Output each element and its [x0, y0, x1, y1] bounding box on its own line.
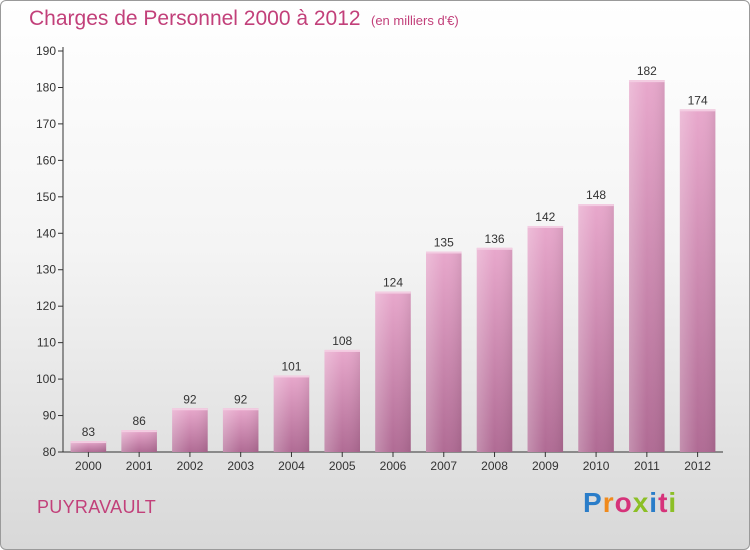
- bar-value-label: 136: [485, 232, 505, 246]
- chart-subtitle: (en milliers d'€): [371, 13, 459, 28]
- logo-letter: t: [658, 487, 669, 518]
- bar-value-label: 92: [183, 392, 197, 406]
- y-tick-label: 90: [43, 409, 57, 423]
- bar-value-label: 135: [434, 236, 454, 250]
- y-tick-label: 160: [36, 153, 56, 167]
- commune-name: PUYRAVAULT: [37, 497, 157, 517]
- bar-shine: [527, 225, 564, 452]
- logo-letter: P: [583, 487, 603, 518]
- bar-shine: [679, 109, 716, 452]
- bar-value-label: 182: [637, 64, 657, 78]
- y-tick-label: 180: [36, 80, 56, 94]
- logo-letter: i: [649, 487, 659, 518]
- y-tick-label: 130: [36, 263, 56, 277]
- bar-top-edge: [629, 80, 665, 83]
- y-tick-label: 150: [36, 190, 56, 204]
- y-tick-label: 170: [36, 117, 56, 131]
- y-tick-label: 80: [43, 445, 57, 459]
- bar-chart: 80 90 100 110 120 130 140 150 160 170 180 190 83 200…: [36, 44, 723, 471]
- bar-top-edge: [273, 375, 310, 378]
- bar-shine: [121, 430, 157, 452]
- logo-letter: o: [614, 487, 633, 518]
- proxiti-logo: Proxiti: [583, 487, 677, 519]
- bar-top-edge: [527, 225, 564, 228]
- y-tick-label: 100: [36, 372, 56, 386]
- bar-top-edge: [324, 349, 360, 352]
- bar-shine: [273, 375, 310, 452]
- bar-top-edge: [426, 251, 462, 254]
- bar-top-edge: [222, 408, 259, 411]
- bar-value-label: 148: [586, 188, 606, 202]
- chart-title: Charges de Personnel 2000 à 2012: [29, 7, 361, 30]
- bar-value-label: 92: [234, 392, 248, 406]
- bar-shine: [324, 349, 360, 452]
- y-tick-label: 120: [36, 299, 56, 313]
- bar-shine: [70, 441, 107, 452]
- bar-shine: [578, 204, 614, 452]
- bar-shine: [426, 251, 462, 452]
- logo-letter: i: [668, 487, 678, 518]
- x-tick-label: 2001: [126, 459, 153, 471]
- bar-shine: [476, 247, 513, 452]
- bar-value-label: 142: [535, 210, 555, 224]
- y-tick-label: 190: [36, 44, 56, 58]
- bar-top-edge: [476, 247, 513, 250]
- bar-value-label: 124: [383, 276, 403, 290]
- bar-shine: [629, 80, 665, 452]
- x-tick-label: 2010: [583, 459, 610, 471]
- x-tick-label: 2006: [380, 459, 407, 471]
- bar-top-edge: [172, 408, 208, 411]
- bar-shine: [375, 291, 411, 452]
- bar-top-edge: [679, 109, 716, 112]
- bar-value-label: 101: [281, 359, 301, 373]
- bar-shine: [222, 408, 259, 452]
- bar-top-edge: [578, 204, 614, 207]
- x-tick-label: 2012: [684, 459, 711, 471]
- x-tick-label: 2000: [75, 459, 102, 471]
- bar-top-edge: [121, 430, 157, 433]
- bar-top-edge: [70, 441, 107, 444]
- x-tick-label: 2004: [278, 459, 305, 471]
- bar-value-label: 86: [132, 414, 146, 428]
- bar-value-label: 108: [332, 334, 352, 348]
- bar-shine: [172, 408, 208, 452]
- x-tick-label: 2002: [177, 459, 204, 471]
- y-tick-label: 110: [37, 336, 56, 350]
- x-tick-label: 2008: [481, 459, 508, 471]
- x-tick-label: 2003: [227, 459, 254, 471]
- bar-value-label: 174: [688, 93, 708, 107]
- logo-letter: r: [602, 487, 615, 518]
- x-tick-label: 2009: [532, 459, 559, 471]
- x-tick-label: 2007: [430, 459, 457, 471]
- bar-value-label: 83: [82, 425, 96, 439]
- x-tick-label: 2005: [329, 459, 356, 471]
- bar-top-edge: [375, 291, 411, 294]
- y-tick-label: 140: [36, 226, 56, 240]
- logo-letter: x: [632, 487, 650, 518]
- x-tick-label: 2011: [634, 459, 660, 471]
